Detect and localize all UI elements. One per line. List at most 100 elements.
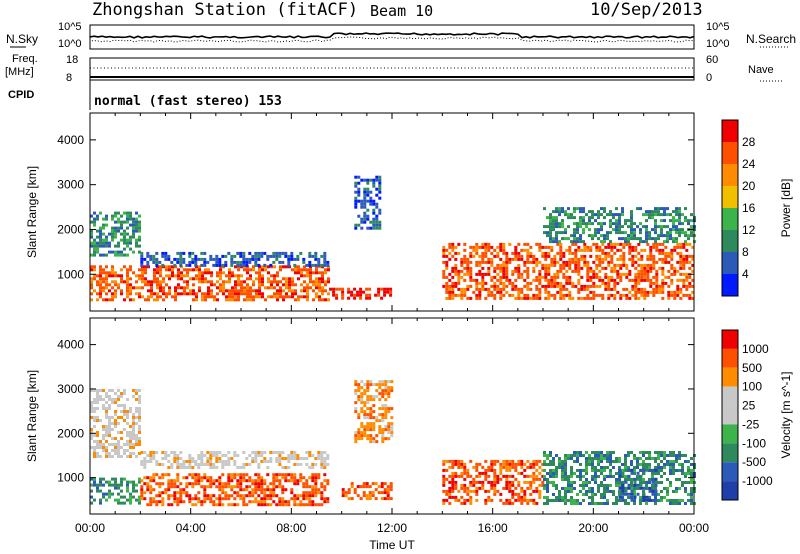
data-cell — [224, 497, 228, 501]
data-cell — [320, 503, 324, 507]
data-cell — [561, 466, 564, 469]
data-cell — [224, 482, 228, 486]
data-cell — [305, 451, 309, 454]
data-cell — [517, 266, 521, 270]
data-cell — [191, 503, 195, 507]
colorbar-swatch — [722, 443, 738, 463]
data-cell — [269, 497, 273, 501]
colorbar-tick-label: 1000 — [742, 342, 769, 356]
data-cell — [648, 496, 651, 499]
data-cell — [621, 489, 625, 493]
data-cell — [639, 502, 642, 505]
data-cell — [553, 263, 557, 267]
data-cell — [102, 253, 105, 257]
data-cell — [270, 280, 273, 284]
data-cell — [197, 476, 201, 480]
data-cell — [143, 460, 147, 463]
data-cell — [600, 225, 603, 229]
data-cell — [369, 196, 373, 200]
data-cell — [460, 260, 464, 264]
data-cell — [604, 284, 608, 288]
data-cell — [640, 272, 644, 276]
data-cell — [123, 443, 126, 446]
data-cell — [669, 228, 672, 232]
data-cell — [628, 257, 632, 261]
data-cell — [613, 287, 617, 291]
data-cell — [138, 413, 141, 416]
data-cell — [212, 263, 216, 267]
data-cell — [155, 260, 159, 264]
data-cell — [287, 257, 291, 261]
data-cell — [445, 296, 449, 300]
data-cell — [666, 234, 669, 238]
data-cell — [152, 476, 156, 480]
data-cell — [171, 271, 174, 275]
data-cell — [618, 468, 622, 472]
data-cell — [357, 398, 361, 402]
data-cell — [615, 481, 618, 484]
data-cell — [140, 260, 144, 264]
data-cell — [287, 466, 291, 469]
data-cell — [691, 269, 695, 273]
data-cell — [240, 292, 243, 296]
data-cell — [188, 260, 192, 264]
data-cell — [230, 485, 234, 489]
data-cell — [366, 178, 370, 182]
data-cell — [654, 492, 658, 496]
data-cell — [201, 274, 204, 278]
data-cell — [555, 454, 558, 457]
data-cell — [354, 431, 358, 435]
data-cell — [369, 398, 373, 402]
data-cell — [634, 248, 638, 252]
data-cell — [645, 466, 648, 469]
data-cell — [543, 460, 546, 463]
data-cell — [258, 271, 261, 275]
data-cell — [99, 253, 102, 257]
data-cell — [218, 260, 222, 264]
data-cell — [167, 473, 171, 477]
data-cell — [317, 454, 321, 457]
data-cell — [529, 486, 533, 490]
data-cell — [549, 231, 552, 235]
data-cell — [643, 266, 647, 270]
data-cell — [147, 298, 150, 302]
data-cell — [191, 460, 195, 463]
data-cell — [496, 284, 500, 288]
data-cell — [191, 497, 195, 501]
data-cell — [90, 501, 93, 505]
data-cell — [159, 274, 162, 278]
data-cell — [99, 477, 102, 481]
data-cell — [690, 487, 693, 490]
data-cell — [99, 419, 102, 422]
data-cell — [206, 463, 210, 466]
data-cell — [93, 265, 96, 269]
data-cell — [508, 242, 512, 246]
data-cell — [634, 296, 638, 300]
data-cell — [637, 275, 641, 279]
data-cell — [363, 383, 367, 387]
data-cell — [179, 497, 183, 501]
data-cell — [369, 413, 373, 417]
data-cell — [164, 257, 168, 261]
data-cell — [687, 237, 690, 241]
data-cell — [460, 471, 464, 475]
data-cell — [354, 380, 358, 384]
data-cell — [161, 491, 165, 495]
data-cell — [254, 482, 258, 486]
data-cell — [209, 454, 213, 457]
data-cell — [574, 248, 578, 252]
data-cell — [311, 491, 315, 495]
data-cell — [162, 292, 165, 296]
data-cell — [263, 503, 267, 507]
data-cell — [543, 487, 546, 490]
data-cell — [132, 389, 135, 392]
data-cell — [487, 465, 491, 469]
data-cell — [315, 268, 318, 272]
data-cell — [558, 496, 561, 499]
data-cell — [496, 480, 500, 484]
data-cell — [579, 451, 582, 454]
data-cell — [237, 274, 240, 278]
data-cell — [245, 260, 249, 264]
data-cell — [549, 225, 552, 229]
data-cell — [164, 451, 168, 454]
